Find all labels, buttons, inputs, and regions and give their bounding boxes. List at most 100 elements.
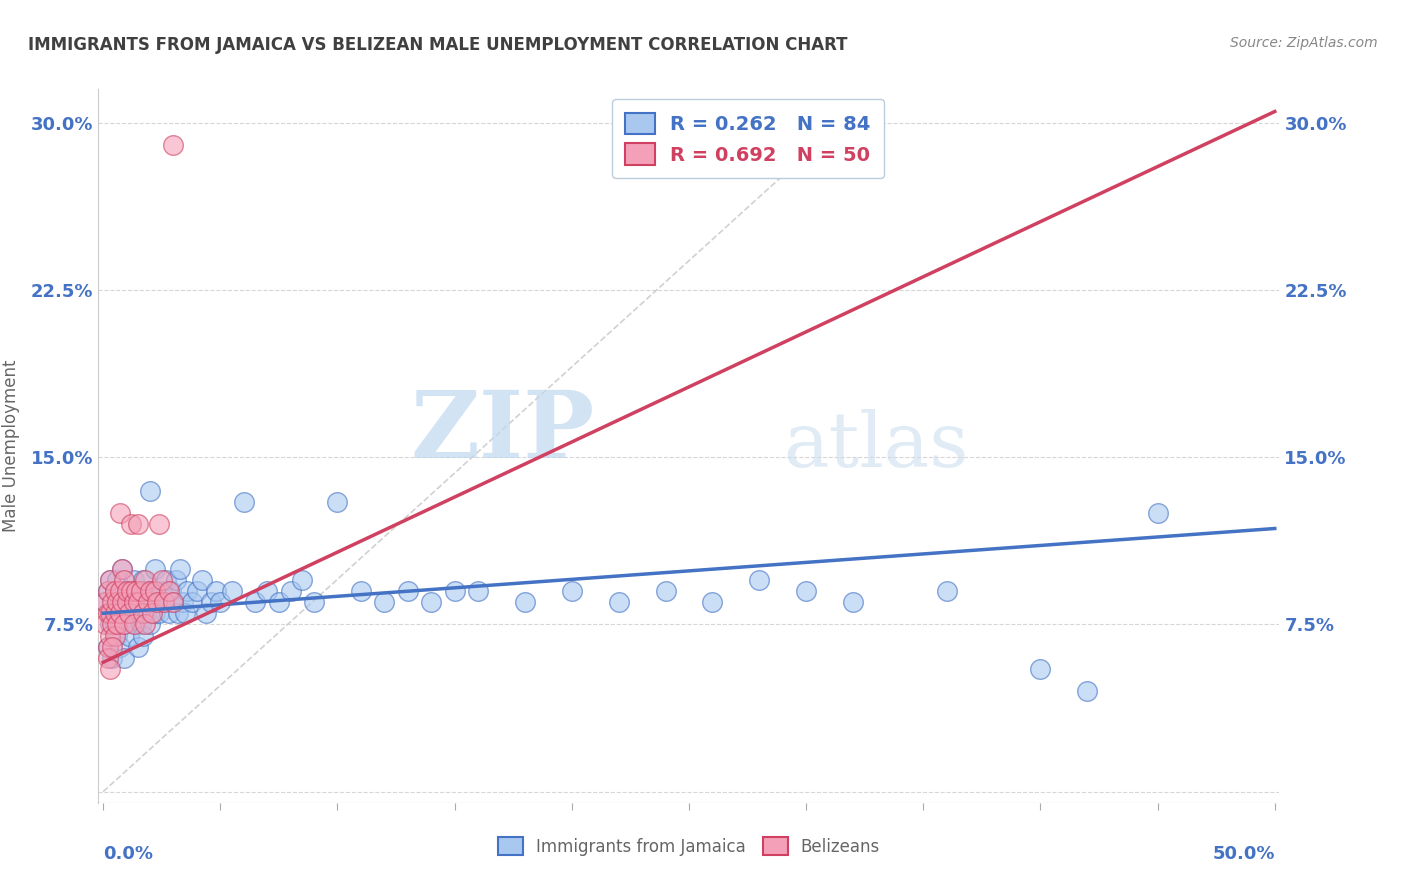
Point	[98, 617, 121, 632]
Point	[115, 583, 138, 598]
Point	[842, 595, 865, 609]
Point	[108, 640, 131, 654]
Point	[125, 583, 148, 598]
Point	[98, 628, 121, 642]
Point	[127, 607, 149, 621]
Point	[94, 617, 117, 632]
Point	[513, 595, 536, 609]
Point	[108, 506, 131, 520]
Point	[97, 583, 120, 598]
Point	[200, 595, 222, 609]
Point	[139, 483, 162, 498]
Point	[302, 595, 325, 609]
Point	[129, 583, 152, 598]
Point	[654, 583, 676, 598]
Point	[105, 573, 128, 587]
Point	[120, 517, 142, 532]
Point	[132, 573, 155, 587]
Point	[141, 607, 163, 621]
Point	[105, 628, 128, 642]
Point	[143, 562, 166, 576]
Point	[129, 617, 152, 632]
Point	[195, 607, 218, 621]
Point	[256, 583, 278, 598]
Text: 50.0%: 50.0%	[1212, 846, 1275, 863]
Point	[143, 583, 166, 598]
Point	[105, 595, 128, 609]
Point	[157, 583, 180, 598]
Point	[204, 583, 226, 598]
Point	[104, 607, 127, 621]
Point	[98, 573, 121, 587]
Point	[176, 583, 198, 598]
Point	[232, 494, 254, 508]
Point	[139, 583, 162, 598]
Point	[209, 595, 232, 609]
Text: atlas: atlas	[783, 409, 969, 483]
Point	[181, 595, 204, 609]
Point	[748, 573, 770, 587]
Point	[150, 583, 173, 598]
Point	[97, 607, 120, 621]
Point	[111, 562, 134, 576]
Point	[129, 583, 152, 598]
Point	[136, 595, 159, 609]
Point	[561, 583, 583, 598]
Point	[350, 583, 373, 598]
Point	[122, 617, 145, 632]
Point	[118, 607, 141, 621]
Point	[104, 617, 127, 632]
Point	[186, 583, 208, 598]
Point	[125, 617, 148, 632]
Point	[607, 595, 630, 609]
Point	[134, 607, 156, 621]
Point	[143, 607, 166, 621]
Point	[167, 607, 190, 621]
Point	[146, 595, 169, 609]
Point	[160, 583, 183, 598]
Point	[104, 583, 127, 598]
Point	[174, 607, 197, 621]
Point	[111, 562, 134, 576]
Point	[467, 583, 489, 598]
Point	[115, 595, 138, 609]
Point	[104, 583, 127, 598]
Point	[141, 583, 163, 598]
Point	[118, 628, 141, 642]
Point	[702, 595, 724, 609]
Point	[162, 595, 184, 609]
Point	[127, 640, 149, 654]
Point	[132, 607, 155, 621]
Point	[101, 651, 124, 665]
Point	[153, 595, 176, 609]
Point	[165, 573, 187, 587]
Point	[122, 595, 145, 609]
Point	[148, 607, 170, 621]
Point	[98, 607, 121, 621]
Point	[105, 617, 128, 632]
Text: IMMIGRANTS FROM JAMAICA VS BELIZEAN MALE UNEMPLOYMENT CORRELATION CHART: IMMIGRANTS FROM JAMAICA VS BELIZEAN MALE…	[28, 36, 848, 54]
Point	[127, 595, 149, 609]
Point	[98, 662, 121, 676]
Point	[794, 583, 817, 598]
Point	[101, 617, 124, 632]
Point	[1076, 684, 1098, 698]
Point	[112, 651, 135, 665]
Point	[97, 640, 120, 654]
Point	[120, 583, 142, 598]
Point	[122, 573, 145, 587]
Text: ZIP: ZIP	[411, 387, 595, 476]
Point	[134, 573, 156, 587]
Point	[101, 640, 124, 654]
Point	[136, 583, 159, 598]
Legend: Immigrants from Jamaica, Belizeans: Immigrants from Jamaica, Belizeans	[488, 827, 890, 866]
Point	[97, 583, 120, 598]
Point	[112, 617, 135, 632]
Point	[94, 595, 117, 609]
Point	[157, 607, 180, 621]
Point	[162, 138, 184, 153]
Point	[221, 583, 243, 598]
Point	[1146, 506, 1168, 520]
Point	[935, 583, 957, 598]
Point	[267, 595, 290, 609]
